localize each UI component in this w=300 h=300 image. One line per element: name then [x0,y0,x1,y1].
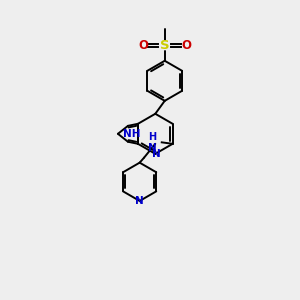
Text: N: N [148,143,156,153]
Text: O: O [181,39,191,52]
Text: N: N [152,149,161,159]
Text: O: O [139,39,148,52]
Text: H: H [148,132,156,142]
Text: N: N [135,196,144,206]
Text: NH: NH [123,129,141,139]
Text: S: S [160,39,169,52]
